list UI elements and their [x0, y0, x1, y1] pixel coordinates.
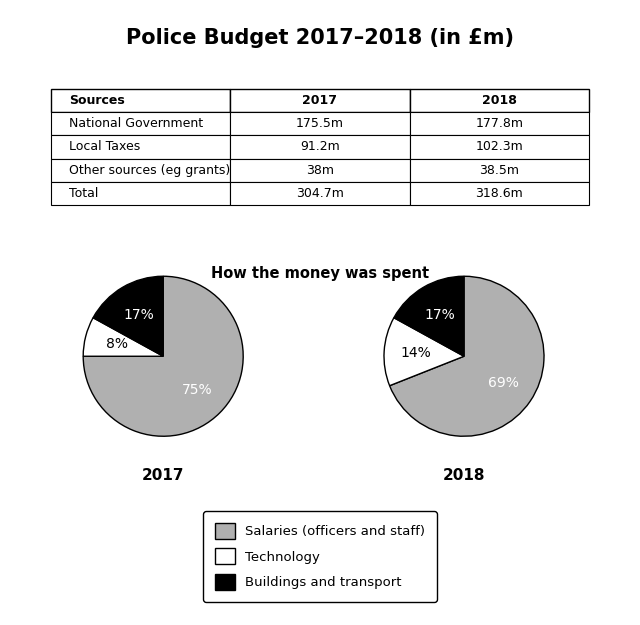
Wedge shape — [394, 276, 464, 356]
Text: 2017: 2017 — [142, 468, 184, 483]
Wedge shape — [390, 276, 544, 436]
Text: 17%: 17% — [424, 308, 455, 322]
Wedge shape — [384, 318, 464, 386]
Text: 17%: 17% — [124, 308, 154, 322]
Wedge shape — [83, 276, 243, 436]
Legend: Salaries (officers and staff), Technology, Buildings and transport: Salaries (officers and staff), Technolog… — [203, 511, 437, 601]
Text: How the money was spent: How the money was spent — [211, 266, 429, 281]
Wedge shape — [83, 318, 163, 356]
Text: 14%: 14% — [401, 346, 431, 360]
Text: 8%: 8% — [106, 338, 128, 351]
Wedge shape — [93, 276, 163, 356]
Text: 2018: 2018 — [443, 468, 485, 483]
Text: Police Budget 2017–2018 (in £m): Police Budget 2017–2018 (in £m) — [126, 28, 514, 48]
Text: 69%: 69% — [488, 376, 519, 390]
Text: 75%: 75% — [182, 383, 212, 398]
